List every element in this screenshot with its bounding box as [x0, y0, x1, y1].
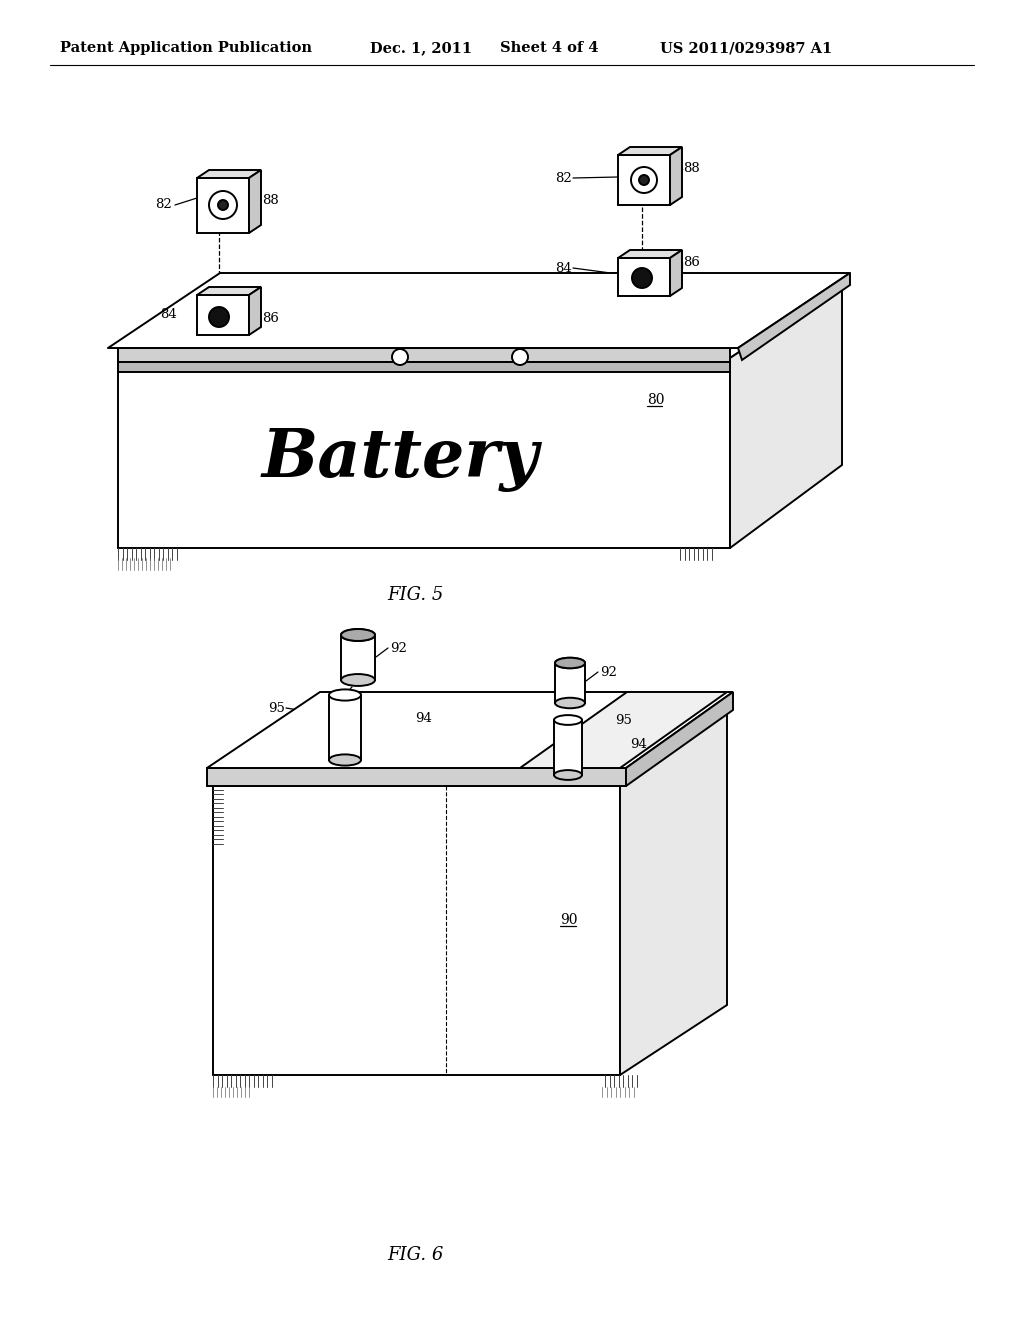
Text: 84: 84 — [555, 261, 572, 275]
Polygon shape — [213, 710, 727, 780]
Text: 80: 80 — [647, 393, 665, 407]
Polygon shape — [207, 692, 733, 768]
Polygon shape — [341, 635, 375, 680]
Text: 95: 95 — [268, 701, 285, 714]
Text: Sheet 4 of 4: Sheet 4 of 4 — [500, 41, 598, 55]
Polygon shape — [618, 257, 670, 296]
Polygon shape — [620, 710, 727, 1074]
Ellipse shape — [555, 698, 585, 709]
Polygon shape — [670, 249, 682, 296]
Text: FIG. 5: FIG. 5 — [387, 586, 443, 605]
Text: 90: 90 — [560, 913, 578, 927]
Polygon shape — [207, 768, 626, 785]
Text: 95: 95 — [615, 714, 632, 726]
Text: US 2011/0293987 A1: US 2011/0293987 A1 — [660, 41, 833, 55]
Ellipse shape — [329, 689, 361, 701]
Polygon shape — [618, 249, 682, 257]
Text: Patent Application Publication: Patent Application Publication — [60, 41, 312, 55]
Polygon shape — [197, 178, 249, 234]
Text: 84: 84 — [160, 309, 177, 322]
Polygon shape — [618, 154, 670, 205]
Polygon shape — [197, 170, 261, 178]
Polygon shape — [329, 696, 361, 760]
Polygon shape — [249, 170, 261, 234]
Polygon shape — [118, 362, 730, 372]
Text: Battery: Battery — [261, 428, 539, 492]
Polygon shape — [520, 692, 727, 768]
Polygon shape — [197, 286, 261, 294]
Circle shape — [209, 191, 237, 219]
Text: 94: 94 — [415, 711, 432, 725]
Circle shape — [632, 268, 652, 288]
Polygon shape — [118, 285, 842, 358]
Polygon shape — [626, 692, 733, 785]
Circle shape — [392, 348, 408, 366]
Text: 88: 88 — [262, 194, 279, 206]
Text: 92: 92 — [390, 642, 407, 655]
Ellipse shape — [341, 675, 375, 686]
Polygon shape — [730, 285, 842, 548]
Ellipse shape — [555, 657, 585, 668]
Circle shape — [209, 308, 229, 327]
Ellipse shape — [555, 657, 585, 668]
Text: 82: 82 — [155, 198, 172, 211]
Ellipse shape — [554, 770, 582, 780]
Polygon shape — [108, 273, 850, 348]
Polygon shape — [738, 273, 850, 360]
Text: 88: 88 — [683, 161, 699, 174]
Text: FIG. 6: FIG. 6 — [387, 1246, 443, 1265]
Text: 94: 94 — [630, 738, 647, 751]
Ellipse shape — [341, 630, 375, 642]
Text: 86: 86 — [262, 312, 279, 325]
Polygon shape — [197, 294, 249, 335]
Text: Dec. 1, 2011: Dec. 1, 2011 — [370, 41, 472, 55]
Circle shape — [631, 168, 657, 193]
Circle shape — [512, 348, 528, 366]
Polygon shape — [555, 663, 585, 704]
Ellipse shape — [329, 755, 361, 766]
Circle shape — [639, 176, 649, 185]
Text: 92: 92 — [600, 665, 616, 678]
Polygon shape — [670, 147, 682, 205]
Polygon shape — [249, 286, 261, 335]
Ellipse shape — [554, 715, 582, 725]
Circle shape — [218, 201, 228, 210]
Polygon shape — [618, 147, 682, 154]
Polygon shape — [118, 348, 730, 362]
Polygon shape — [118, 358, 730, 548]
Text: 86: 86 — [683, 256, 699, 268]
Polygon shape — [554, 719, 582, 775]
Polygon shape — [213, 780, 620, 1074]
Text: 82: 82 — [555, 172, 572, 185]
Ellipse shape — [341, 630, 375, 642]
